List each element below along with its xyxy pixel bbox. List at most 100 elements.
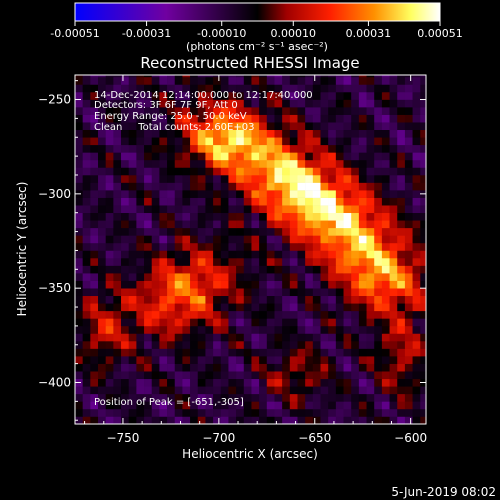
heatmap-pixel: [412, 205, 421, 214]
heatmap-pixel: [312, 235, 321, 244]
heatmap-pixel: [98, 280, 106, 289]
heatmap-pixel: [174, 144, 183, 153]
heatmap-pixel: [389, 280, 398, 289]
heatmap-pixel: [82, 273, 91, 281]
heatmap-pixel: [404, 356, 413, 364]
heatmap-pixel: [128, 227, 137, 236]
heatmap-pixel: [174, 280, 183, 289]
heatmap-pixel: [320, 159, 329, 168]
heatmap-pixel: [105, 318, 114, 327]
heatmap-pixel: [128, 378, 137, 387]
heatmap-pixel: [136, 333, 145, 342]
heatmap-pixel: [98, 129, 106, 138]
heatmap-pixel: [159, 91, 168, 100]
heatmap-pixel: [259, 325, 268, 334]
heatmap-pixel: [82, 129, 91, 138]
heatmap-pixel: [105, 257, 114, 266]
heatmap-pixel: [75, 348, 83, 357]
heatmap-pixel: [75, 167, 83, 176]
heatmap-pixel: [90, 174, 99, 183]
heatmap-pixel: [98, 378, 106, 387]
heatmap-pixel: [151, 242, 160, 251]
heatmap-pixel: [358, 363, 367, 372]
heatmap-pixel: [358, 303, 367, 312]
heatmap-pixel: [420, 75, 426, 78]
heatmap-pixel: [259, 137, 268, 146]
heatmap-pixel: [105, 197, 114, 206]
heatmap-pixel: [320, 386, 329, 395]
heatmap-pixel: [136, 114, 145, 123]
heatmap-pixel: [420, 227, 426, 236]
heatmap-pixel: [159, 273, 168, 281]
heatmap-pixel: [75, 340, 83, 349]
heatmap-pixel: [251, 137, 260, 146]
heatmap-pixel: [144, 242, 153, 251]
heatmap-pixel: [159, 220, 168, 229]
heatmap-pixel: [274, 122, 283, 131]
heatmap-pixel: [236, 235, 245, 244]
heatmap-pixel: [128, 325, 137, 334]
heatmap-pixel: [128, 356, 137, 364]
heatmap-pixel: [136, 242, 145, 251]
heatmap-pixel: [381, 265, 390, 274]
heatmap-pixel: [167, 182, 176, 191]
heatmap-pixel: [98, 393, 106, 402]
heatmap-pixel: [404, 280, 413, 289]
heatmap-pixel: [182, 356, 191, 364]
heatmap-pixel: [420, 356, 426, 364]
heatmap-pixel: [274, 205, 283, 214]
heatmap-pixel: [228, 129, 237, 138]
heatmap-pixel: [297, 137, 306, 146]
heatmap-pixel: [90, 205, 99, 214]
heatmap-pixel: [366, 144, 375, 153]
heatmap-pixel: [282, 99, 291, 108]
heatmap-pixel: [190, 310, 199, 319]
heatmap-pixel: [75, 363, 83, 372]
y-tick-label: −400: [38, 375, 71, 389]
heatmap-pixel: [220, 250, 229, 259]
heatmap-pixel: [182, 371, 191, 380]
heatmap-pixel: [397, 386, 406, 395]
heatmap-pixel: [251, 257, 260, 266]
y-tick-label: −250: [38, 93, 71, 107]
heatmap-pixel: [121, 318, 129, 327]
heatmap-pixel: [236, 363, 245, 372]
heatmap-pixel: [182, 114, 191, 123]
heatmap-pixel: [220, 75, 229, 78]
heatmap-pixel: [420, 84, 426, 93]
heatmap-pixel: [274, 250, 283, 259]
heatmap-pixel: [98, 174, 106, 183]
heatmap-pixel: [335, 99, 344, 108]
heatmap-pixel: [366, 295, 375, 304]
heatmap-pixel: [75, 288, 83, 297]
heatmap-pixel: [289, 197, 298, 206]
heatmap-pixel: [297, 227, 306, 236]
heatmap-pixel: [282, 257, 291, 266]
heatmap-pixel: [397, 393, 406, 402]
heatmap-pixel: [266, 318, 275, 327]
heatmap-pixel: [136, 91, 145, 100]
heatmap-pixel: [151, 325, 160, 334]
heatmap-pixel: [121, 197, 129, 206]
heatmap-pixel: [358, 416, 367, 424]
heatmap-pixel: [75, 197, 83, 206]
heatmap-pixel: [274, 242, 283, 251]
heatmap-pixel: [90, 288, 99, 297]
heatmap-pixel: [381, 318, 390, 327]
heatmap-pixel: [136, 348, 145, 357]
heatmap-pixel: [297, 144, 306, 153]
heatmap-pixel: [82, 91, 91, 100]
heatmap-pixel: [213, 401, 222, 410]
heatmap-pixel: [366, 408, 375, 417]
heatmap-pixel: [236, 250, 245, 259]
heatmap-pixel: [182, 220, 191, 229]
heatmap-pixel: [90, 310, 99, 319]
heatmap-pixel: [389, 295, 398, 304]
heatmap-pixel: [144, 129, 153, 138]
heatmap-pixel: [297, 386, 306, 395]
heatmap-pixel: [397, 167, 406, 176]
heatmap-pixel: [197, 190, 206, 198]
heatmap-pixel: [128, 212, 137, 221]
heatmap-pixel: [274, 257, 283, 266]
heatmap-pixel: [305, 220, 314, 229]
